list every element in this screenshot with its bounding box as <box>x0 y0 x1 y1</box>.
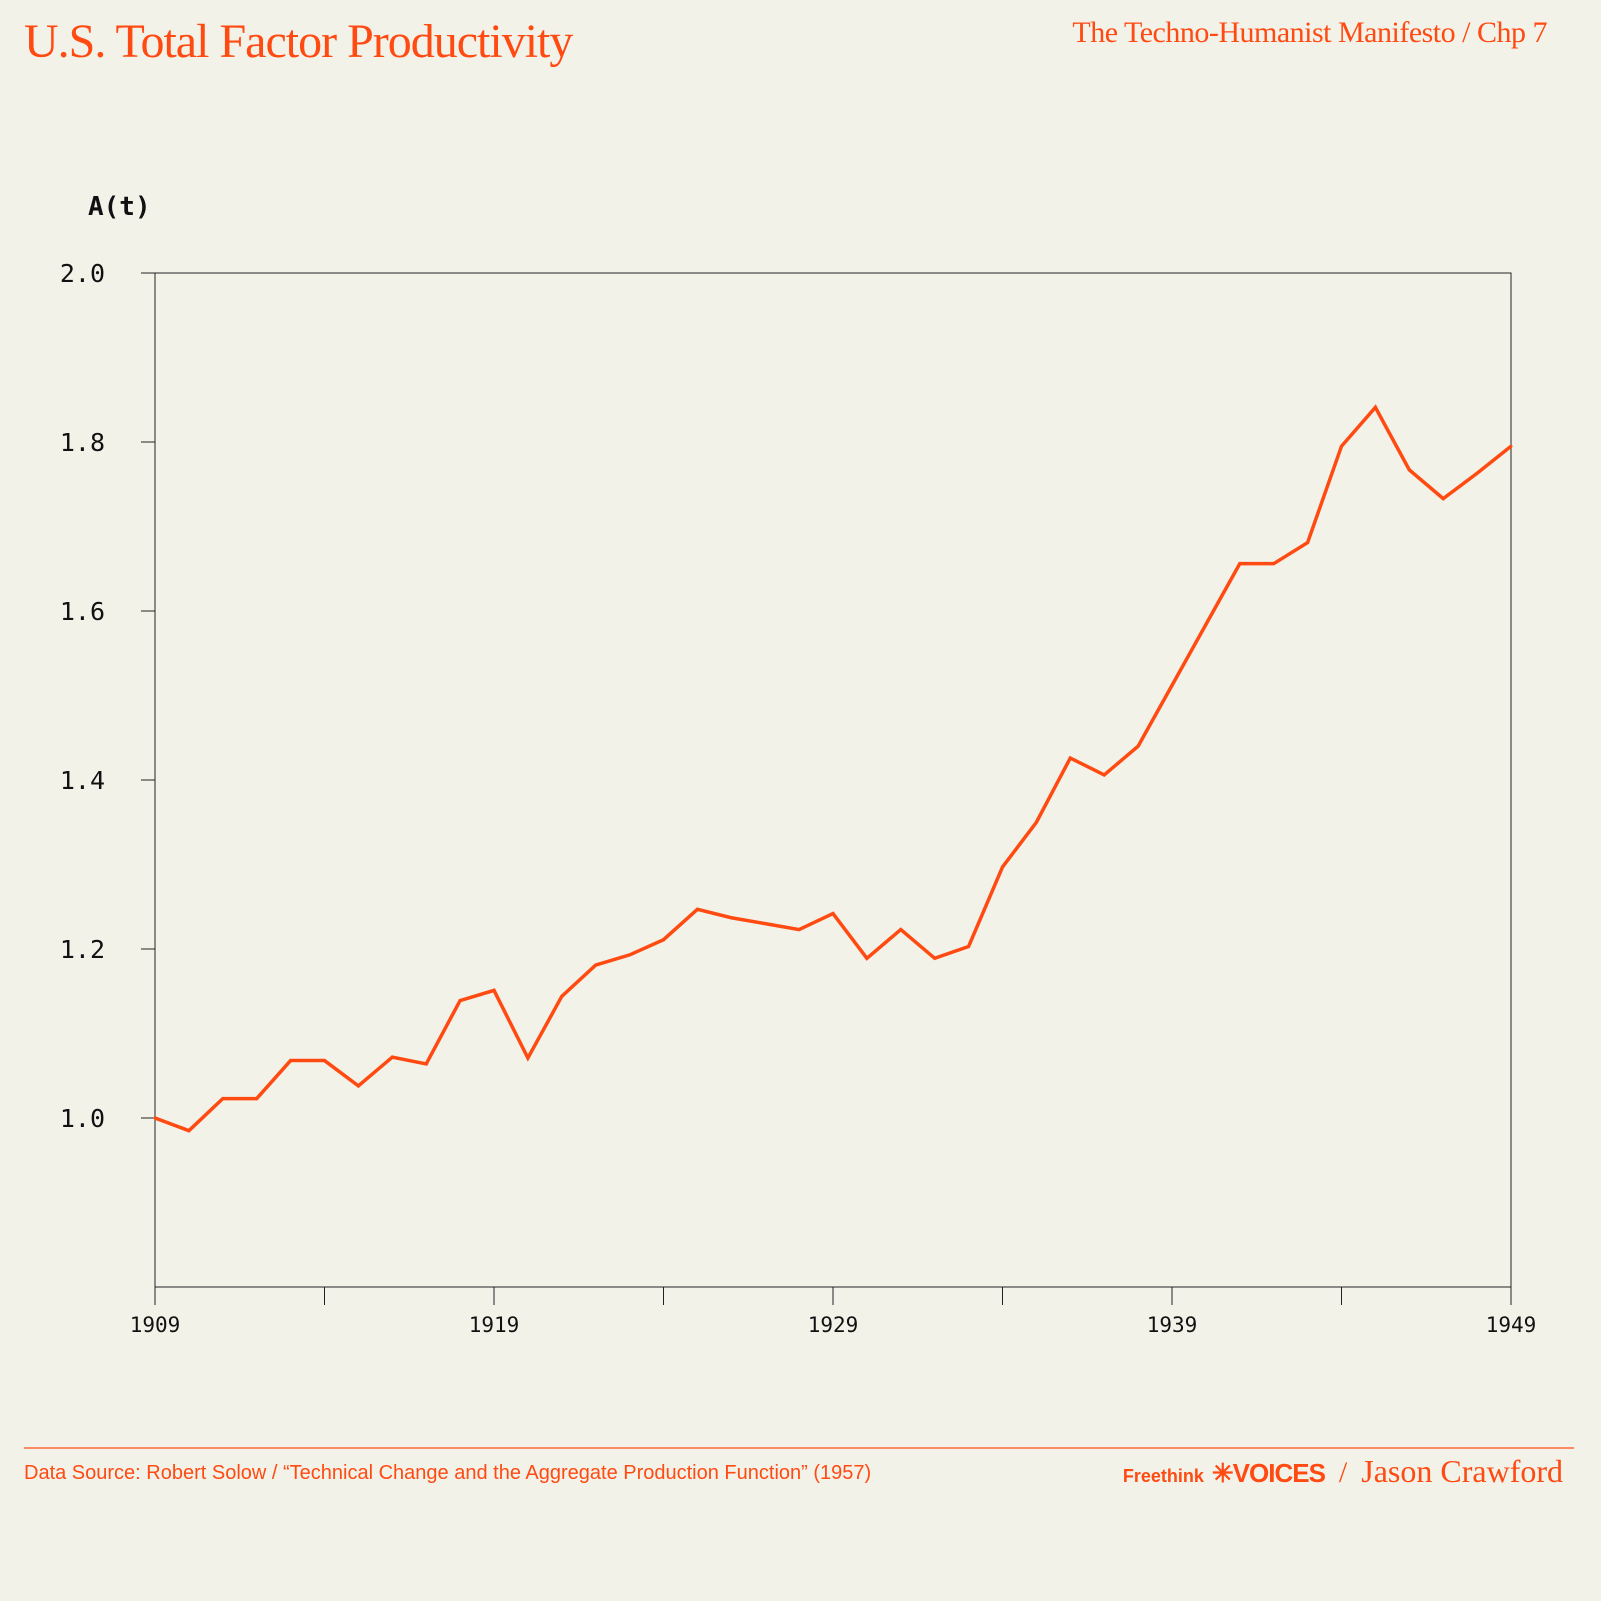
data-point <box>1475 471 1479 475</box>
y-tick-label: 1.2 <box>60 935 105 964</box>
data-point <box>967 944 971 948</box>
y-tick-label: 1.4 <box>60 766 105 795</box>
data-point <box>289 1059 293 1063</box>
data-point <box>560 994 564 998</box>
x-tick-label: 1939 <box>1147 1313 1198 1337</box>
data-point <box>1102 773 1106 777</box>
data-point <box>933 956 937 960</box>
data-point <box>695 907 699 911</box>
data-point <box>1509 444 1513 448</box>
data-point <box>729 916 733 920</box>
data-point <box>526 1056 530 1060</box>
data-point <box>153 1116 157 1120</box>
data-point <box>1204 623 1208 627</box>
data-point <box>255 1097 259 1101</box>
data-point <box>1068 756 1072 760</box>
data-point <box>424 1062 428 1066</box>
tfp-series-line <box>154 404 1513 1133</box>
data-point <box>1441 497 1445 501</box>
freethink-logo-text: Freethink <box>1122 1466 1204 1486</box>
data-point <box>323 1059 326 1063</box>
data-point <box>899 928 903 932</box>
data-point <box>1034 820 1038 824</box>
x-tick-label: 1949 <box>1486 1313 1537 1337</box>
data-point <box>1373 405 1377 409</box>
data-point <box>628 953 632 957</box>
data-point <box>865 956 869 960</box>
data-point <box>390 1055 394 1059</box>
data-point <box>458 999 462 1003</box>
x-tick-label: 1919 <box>469 1313 520 1337</box>
data-point <box>492 988 496 992</box>
footer-divider <box>24 1447 1574 1449</box>
plot-frame <box>154 272 1512 1288</box>
chart-subtitle: The Techno-Humanist Manifesto / Chp 7 <box>1072 16 1547 49</box>
data-point <box>187 1129 191 1133</box>
author-name: Jason Crawford <box>1361 1453 1563 1489</box>
y-tick-label: 1.0 <box>60 1104 105 1133</box>
brand-logo: Freethink ✳VOICES / Jason Crawford <box>1123 1453 1563 1490</box>
data-point <box>1001 865 1004 869</box>
data-point <box>1238 562 1242 566</box>
x-tick-label: 1929 <box>808 1313 859 1337</box>
data-point <box>797 928 801 932</box>
y-tick-label: 2.0 <box>60 259 105 288</box>
data-point <box>1340 444 1343 448</box>
y-tick-label: 1.6 <box>60 597 105 626</box>
data-point <box>221 1097 225 1101</box>
data-point <box>1170 683 1174 687</box>
data-point <box>662 938 665 942</box>
y-axis-label: A(t) <box>88 192 151 222</box>
data-point <box>1272 562 1276 566</box>
data-source: Data Source: Robert Solow / “Technical C… <box>24 1462 872 1484</box>
data-point <box>1407 468 1411 472</box>
data-point <box>831 912 835 916</box>
data-point <box>1136 744 1140 748</box>
data-point <box>763 922 767 926</box>
data-point <box>594 963 598 967</box>
data-point <box>1306 541 1310 545</box>
x-tick-label: 1909 <box>130 1313 181 1337</box>
y-tick-label: 1.8 <box>60 428 105 457</box>
chart-title: U.S. Total Factor Productivity <box>24 15 573 68</box>
voices-logo-text: ✳VOICES <box>1211 1458 1326 1488</box>
data-point <box>356 1084 360 1088</box>
brand-separator: / <box>1338 1456 1348 1489</box>
